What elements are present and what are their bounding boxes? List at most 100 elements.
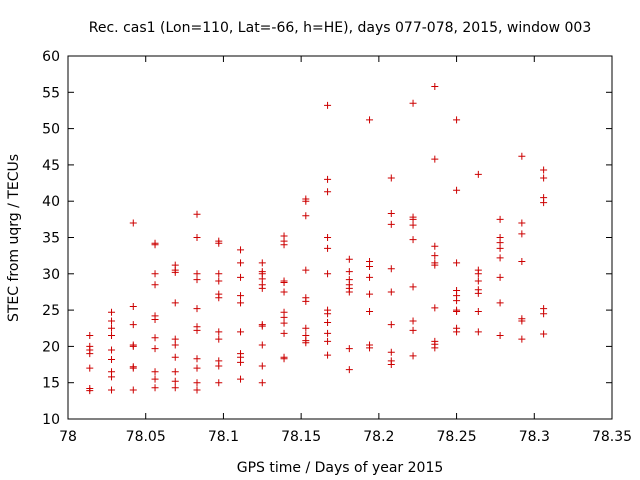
data-point: [302, 339, 310, 347]
data-point: [302, 266, 310, 274]
data-point: [237, 358, 245, 366]
data-point: [171, 368, 179, 376]
data-point: [324, 337, 332, 345]
y-axis: 10 15 20 25 30 35 40 45 50 55 60: [42, 49, 612, 428]
data-point: [237, 246, 245, 254]
data-point: [237, 273, 245, 281]
data-point: [540, 310, 548, 318]
data-point: [518, 257, 526, 265]
data-point: [431, 82, 439, 90]
data-point: [193, 234, 201, 241]
data-point: [453, 116, 461, 124]
data-point: [496, 332, 504, 340]
data-point: [193, 355, 201, 363]
data-point: [280, 319, 288, 327]
data-point: [409, 326, 417, 334]
data-point: [215, 379, 223, 387]
data-point: [108, 317, 116, 325]
data-point: [345, 255, 353, 263]
data-point: [108, 355, 116, 363]
data-point: [366, 273, 374, 281]
data-point: [431, 252, 439, 260]
data-point: [151, 334, 159, 342]
data-point: [215, 277, 223, 285]
data-point: [280, 288, 288, 296]
data-point: [258, 322, 266, 330]
data-point: [496, 273, 504, 281]
data-point: [151, 270, 159, 278]
data-point: [237, 299, 245, 307]
data-point: [86, 350, 94, 358]
data-point: [366, 308, 374, 316]
data-point: [193, 210, 201, 218]
x-tick-label: 78: [59, 429, 77, 445]
data-point: [453, 259, 461, 267]
data-point: [496, 244, 504, 252]
data-point: [496, 299, 504, 307]
data-point: [302, 297, 310, 305]
data-point: [86, 387, 94, 395]
data-point: [193, 276, 201, 284]
data-point: [237, 292, 245, 300]
data-point: [387, 210, 395, 218]
data-point: [474, 270, 482, 278]
data-point: [215, 362, 223, 370]
data-point: [129, 386, 137, 394]
data-point: [518, 219, 526, 227]
data-point: [409, 99, 417, 107]
x-axis: 78 78.05 78.1 78.15 78.2 78.25 78.3 78.35: [59, 56, 632, 445]
data-point: [193, 379, 201, 387]
data-point: [409, 317, 417, 325]
x-tick-label: 78.35: [592, 429, 632, 445]
data-point: [258, 362, 266, 370]
data-point: [431, 261, 439, 269]
data-point: [324, 101, 332, 109]
data-point: [258, 284, 266, 292]
data-point: [431, 242, 439, 250]
data-point: [345, 268, 353, 276]
data-point: [366, 116, 374, 124]
data-point: [129, 302, 137, 310]
data-point: [387, 288, 395, 296]
data-point: [108, 373, 116, 381]
data-point: [151, 241, 159, 249]
data-point: [151, 281, 159, 289]
data-point: [366, 263, 374, 271]
data-point: [193, 326, 201, 334]
x-tick-label: 78.05: [126, 429, 166, 445]
data-point: [518, 317, 526, 325]
data-point: [215, 294, 223, 302]
data-point: [409, 221, 417, 229]
data-point: [108, 346, 116, 354]
data-point: [171, 384, 179, 392]
data-point: [540, 330, 548, 338]
y-tick-label: 45: [42, 158, 60, 174]
data-point: [324, 188, 332, 196]
data-point: [345, 288, 353, 296]
y-tick-label: 20: [42, 339, 60, 355]
data-point: [302, 324, 310, 332]
y-axis-label: STEC from uqrg / TECUs: [6, 154, 22, 322]
data-point: [474, 277, 482, 285]
data-point: [431, 344, 439, 352]
data-point: [171, 377, 179, 385]
data-point: [345, 345, 353, 353]
data-point: [474, 328, 482, 336]
data-point: [366, 344, 374, 352]
data-point: [258, 259, 266, 267]
x-tick-label: 78.2: [363, 429, 394, 445]
data-point: [453, 308, 461, 316]
data-point: [108, 332, 116, 340]
data-point: [171, 341, 179, 349]
chart-title: Rec. cas1 (Lon=110, Lat=-66, h=HE), days…: [89, 20, 591, 36]
data-point: [387, 174, 395, 182]
data-point: [86, 364, 94, 372]
data-point: [518, 335, 526, 343]
data-point: [540, 174, 548, 182]
data-point: [302, 212, 310, 220]
data-point: [453, 328, 461, 336]
data-point: [302, 197, 310, 205]
y-tick-label: 10: [42, 412, 60, 428]
data-point: [540, 199, 548, 207]
data-point: [431, 304, 439, 312]
